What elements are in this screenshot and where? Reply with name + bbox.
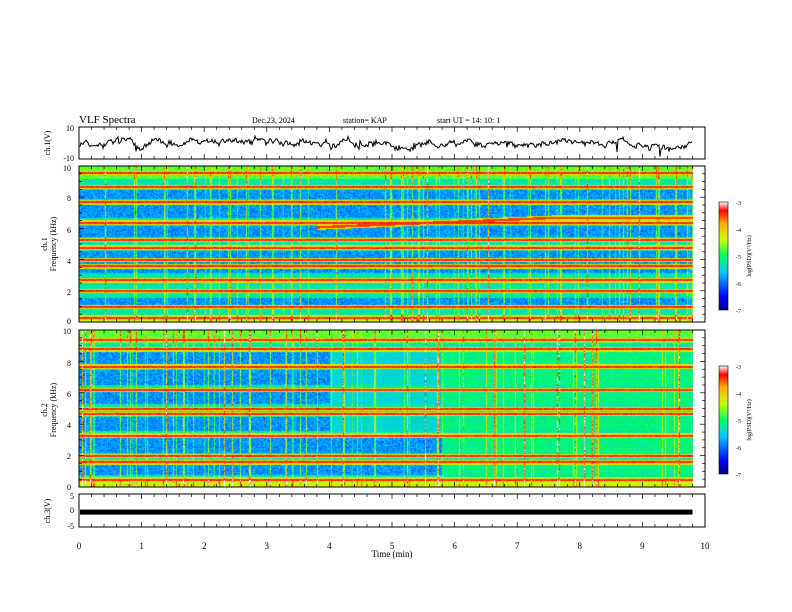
time-axis: 0 1 2 3 4 5 6 7 8 9 10 Time (min) <box>77 127 710 559</box>
ch2-cbar-tick-m6: -6 <box>736 446 741 452</box>
ch2-channel-label: ch.2 <box>40 403 49 417</box>
xtick-8: 8 <box>578 541 583 551</box>
ch2-ytick-4: 4 <box>67 421 71 430</box>
xtick-5: 5 <box>390 541 395 551</box>
ch1-colorbar-label: log(PSD)(V²/Hz) <box>746 235 753 276</box>
ch2-cbar-tick-m7: -7 <box>736 473 741 479</box>
ch1-cbar-tick-m5: -5 <box>736 255 741 261</box>
xtick-10: 10 <box>701 541 711 551</box>
ch3-ytick-m5: -5 <box>67 522 74 531</box>
ch3-ytick-5: 5 <box>70 492 74 501</box>
ch2-ytick-0: 0 <box>67 483 71 492</box>
ch1-waveform-ylabel: ch.1(V) <box>43 130 52 155</box>
ch3-waveform-trace <box>80 509 693 515</box>
ch1-cbar-tick-m6: -6 <box>736 282 741 288</box>
xtick-3: 3 <box>265 541 270 551</box>
ch1-colorbar: -3 -4 -5 -6 -7 log(PSD)(V²/Hz) <box>718 201 753 315</box>
ch2-spectrogram-image <box>79 330 705 487</box>
ch2-colorbar-label: log(PSD)(V²/Hz) <box>746 399 753 440</box>
xtick-4: 4 <box>327 541 332 551</box>
ch2-frequency-ylabel: Frequency (kHz) <box>49 382 58 437</box>
ch2-ytick-8: 8 <box>67 359 71 368</box>
ch1-waveform-trace <box>79 134 693 157</box>
xtick-0: 0 <box>77 541 82 551</box>
ch1-cbar-tick-m3: -3 <box>736 201 741 207</box>
ch1-waveform-panel: 10 -10 ch.1(V) <box>43 124 706 163</box>
ch2-ytick-10: 10 <box>63 327 71 336</box>
start-time-label: start UT = 14: 10: 1 <box>437 116 500 125</box>
ch2-ytick-2: 2 <box>67 452 71 461</box>
xtick-7: 7 <box>515 541 520 551</box>
ch1-spectrogram-image <box>79 166 705 322</box>
ch1-spectrogram-panel: 0 2 4 6 8 10 ch.1 Frequency (kHz) <box>40 164 706 326</box>
ch1-ytick-bottom: -10 <box>63 154 74 163</box>
ch1-channel-label: ch.1 <box>40 237 49 251</box>
ch2-cbar-tick-m3: -3 <box>736 365 741 371</box>
ch3-waveform-ylabel: ch.3(V) <box>43 498 52 523</box>
ch1-cbar-tick-m4: -4 <box>736 228 741 234</box>
ch1-ytick-6: 6 <box>67 226 71 235</box>
ch1-ytick-0: 0 <box>67 317 71 326</box>
date-label: Dec.23, 2024 <box>252 116 295 125</box>
station-label: station= KAP <box>343 116 387 125</box>
ch1-ytick-8: 8 <box>67 194 71 203</box>
ch2-colorbar: -3 -4 -5 -6 -7 log(PSD)(V²/Hz) <box>718 365 753 479</box>
ch1-ytick-10: 10 <box>63 164 71 173</box>
ch2-cbar-tick-m4: -4 <box>736 392 741 398</box>
ch3-ytick-0: 0 <box>70 506 74 515</box>
ch1-ytick-2: 2 <box>67 288 71 297</box>
ch1-ytick-top: 10 <box>66 124 74 133</box>
x-axis-label: Time (min) <box>372 549 413 559</box>
xtick-6: 6 <box>452 541 457 551</box>
ch2-ytick-6: 6 <box>67 390 71 399</box>
ch1-frequency-ylabel: Frequency (kHz) <box>49 216 58 271</box>
ch2-spectrogram-panel: 0 2 4 6 8 10 ch.2 Frequency (kHz) <box>40 327 706 492</box>
ch2-colorbar-gradient <box>718 365 729 475</box>
ch1-ytick-4: 4 <box>67 257 71 266</box>
ch3-waveform-panel: 5 0 -5 ch.3(V) <box>43 492 706 531</box>
figure-title: VLF Spectra <box>79 114 136 126</box>
xtick-9: 9 <box>640 541 645 551</box>
ch1-colorbar-gradient <box>718 201 729 311</box>
xtick-1: 1 <box>139 541 144 551</box>
xtick-2: 2 <box>202 541 207 551</box>
ch2-cbar-tick-m5: -5 <box>736 419 741 425</box>
ch1-cbar-tick-m7: -7 <box>736 309 741 315</box>
